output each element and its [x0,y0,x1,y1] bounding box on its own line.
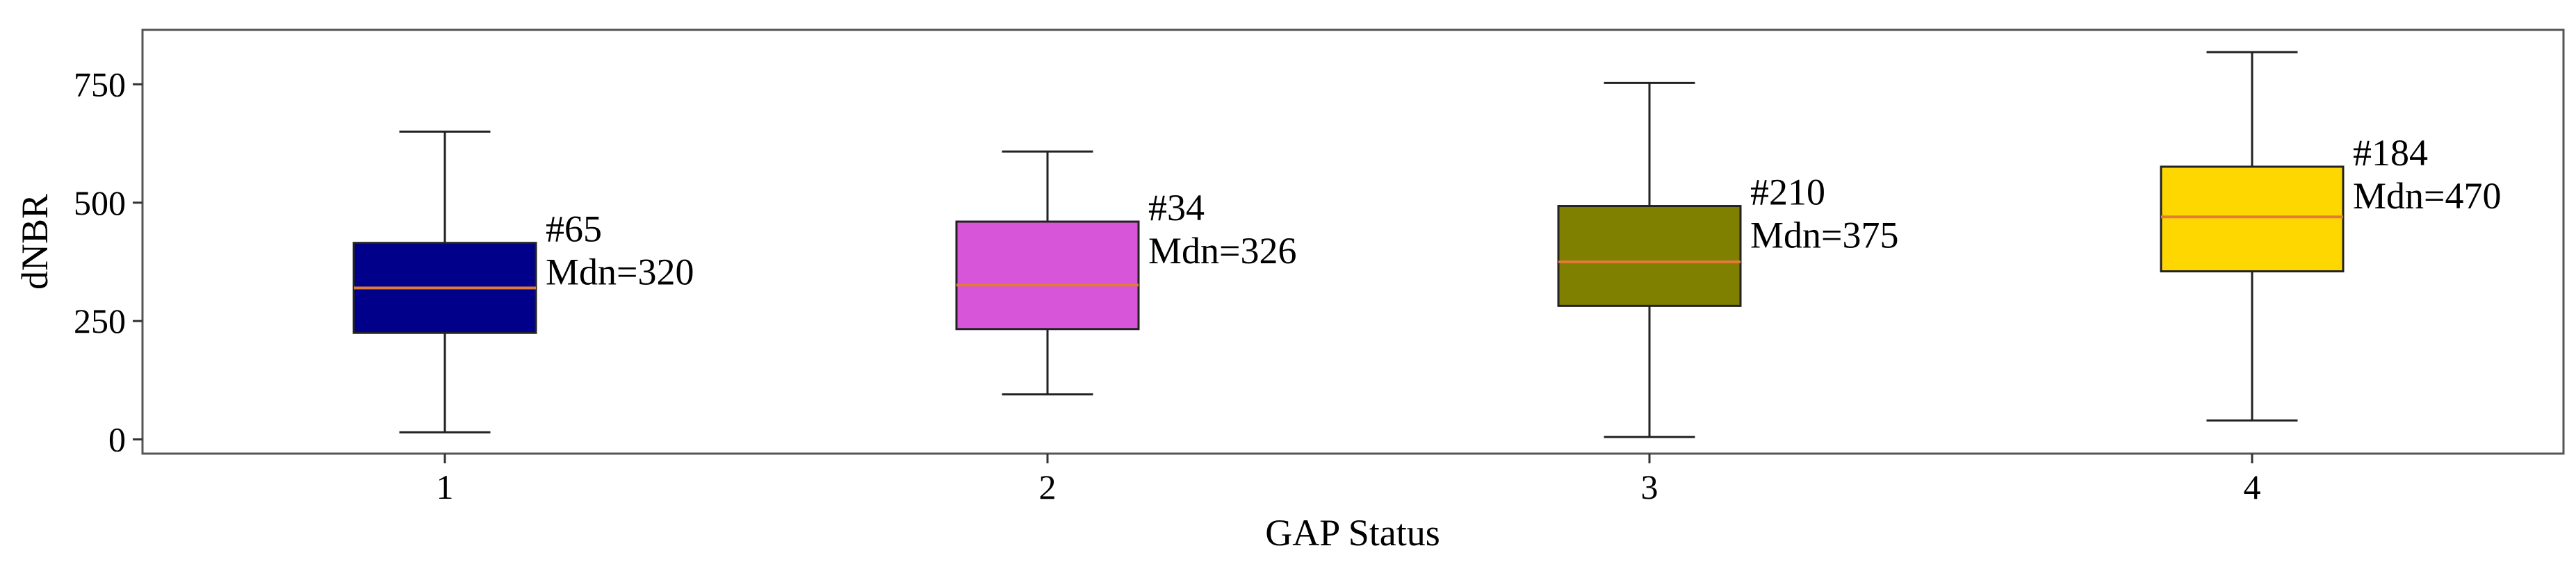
box-iqr [955,220,1140,331]
count-annotation: #210 [1750,172,1825,213]
x-axis: 1 2 3 4 [437,454,2261,506]
median-annotation: Mdn=320 [546,251,694,293]
y-tick-label: 500 [74,183,126,222]
box-iqr [2160,165,2345,273]
x-tick-label: 4 [2244,467,2261,506]
y-tick-label: 0 [108,420,126,459]
x-tick-label: 1 [437,467,454,506]
plot-area-frame [141,28,2565,455]
x-axis-label: GAP Status [1265,512,1440,554]
y-tick-label: 250 [74,301,126,340]
y-tick-label: 750 [74,65,126,104]
x-tick-label: 2 [1039,467,1057,506]
count-annotation: #65 [546,208,602,250]
box-iqr [1557,205,1742,307]
x-tick-label: 3 [1641,467,1658,506]
count-annotation: #34 [1148,187,1205,229]
count-annotation: #184 [2353,132,2428,174]
median-annotation: Mdn=375 [1750,215,1898,256]
median-annotation: Mdn=470 [2353,175,2501,217]
median-annotation: Mdn=326 [1148,230,1296,272]
y-axis-label: dNBR [14,194,56,290]
y-axis: 0 250 500 750 [74,65,142,459]
